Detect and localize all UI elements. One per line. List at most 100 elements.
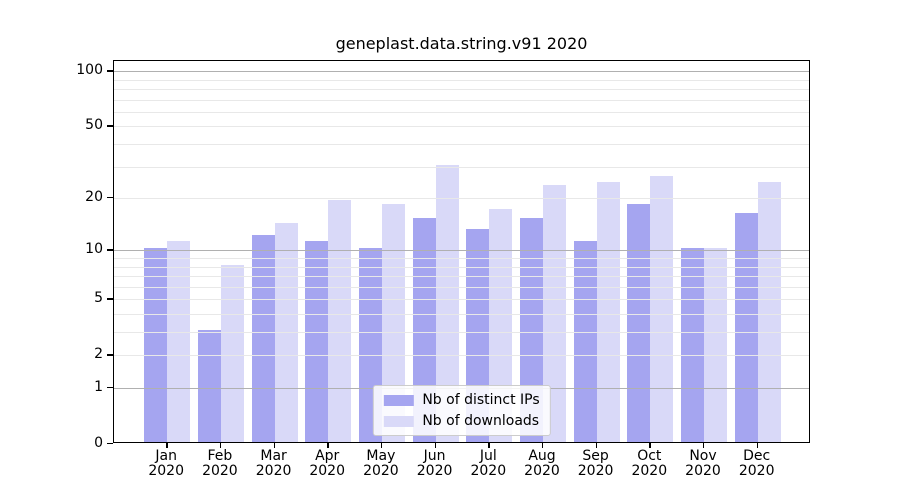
gridline-minor	[114, 276, 809, 277]
gridline-minor	[114, 355, 809, 357]
x-tick-label: Dec 2020	[722, 449, 792, 479]
y-tick	[107, 197, 113, 199]
gridline-minor	[114, 299, 809, 301]
bar-nb-of-downloads	[435, 164, 459, 442]
chart-title: geneplast.data.string.v91 2020	[335, 34, 588, 53]
gridline-minor	[114, 99, 809, 101]
legend-swatch-distinct-ips	[383, 394, 414, 406]
y-tick	[107, 298, 113, 300]
bar-nb-of-downloads	[596, 182, 620, 442]
y-tick-label: 20	[85, 189, 103, 206]
x-tick-label: Aug 2020	[507, 449, 577, 479]
x-tick-label: Nov 2020	[668, 449, 738, 479]
x-tick-label-month: Feb	[207, 448, 233, 464]
gridline-major	[114, 250, 809, 252]
x-tick-label-month: Sep	[582, 448, 609, 464]
x-tick	[380, 443, 383, 448]
x-tick	[219, 443, 222, 448]
x-tick-label-month: Mar	[260, 448, 287, 464]
x-tick-label-month: Nov	[689, 448, 717, 464]
y-tick	[107, 125, 113, 127]
x-tick-label-month: Aug	[528, 448, 556, 464]
y-tick-label: 1	[94, 379, 103, 395]
gridline-minor	[114, 79, 809, 81]
x-tick-label-month: Oct	[637, 448, 662, 464]
x-tick	[703, 443, 705, 448]
y-tick-label: 5	[94, 290, 103, 307]
gridline-minor	[114, 144, 809, 145]
bar-nb-of-distinct-ips	[573, 241, 597, 442]
bar-nb-of-distinct-ips	[627, 204, 651, 442]
x-tick-label-year: 2020	[202, 463, 238, 479]
x-tick-label-month: Dec	[743, 448, 771, 464]
gridline-minor	[114, 332, 809, 333]
x-tick-label: Sep 2020	[561, 449, 631, 479]
x-tick-label-year: 2020	[416, 463, 453, 479]
x-tick-label-year: 2020	[309, 463, 345, 479]
x-tick-label: Feb 2020	[185, 449, 255, 479]
legend-item-distinct-ips: Nb of distinct IPs	[383, 392, 540, 408]
bar-nb-of-distinct-ips	[681, 248, 704, 442]
bar-nb-of-distinct-ips	[251, 234, 275, 442]
bar-nb-of-distinct-ips	[197, 330, 221, 442]
x-tick-label: Jan 2020	[131, 449, 201, 479]
x-tick	[273, 443, 275, 448]
x-tick-label-year: 2020	[685, 463, 721, 479]
gridline-minor	[114, 198, 809, 200]
y-tick-label: 10	[85, 241, 103, 258]
bar-nb-of-downloads	[757, 182, 781, 442]
gridline-minor	[114, 111, 809, 113]
y-tick	[107, 387, 113, 389]
bar-nb-of-distinct-ips	[734, 213, 758, 442]
x-tick-label: Oct 2020	[614, 449, 684, 479]
gridline-minor	[114, 89, 809, 90]
x-tick	[595, 443, 597, 448]
y-tick	[107, 354, 113, 356]
x-tick-label-month: Apr	[315, 448, 340, 464]
gridline-minor	[114, 126, 809, 128]
x-tick-label-year: 2020	[363, 463, 399, 479]
gridline-major	[114, 71, 809, 73]
y-tick-label: 2	[94, 346, 103, 363]
bar-nb-of-downloads	[650, 175, 674, 442]
x-tick-label-month: Jun	[423, 448, 446, 464]
x-tick	[756, 443, 759, 448]
y-tick	[107, 249, 113, 251]
gridline-minor	[114, 266, 809, 268]
x-tick-label-year: 2020	[255, 463, 292, 479]
gridline-minor	[114, 166, 809, 168]
x-tick-label-year: 2020	[148, 463, 184, 479]
x-tick-label-year: 2020	[524, 463, 560, 479]
y-tick	[107, 70, 113, 72]
bar-nb-of-downloads	[220, 264, 244, 442]
x-tick-label: May 2020	[346, 449, 416, 479]
bar-nb-of-downloads	[704, 248, 727, 442]
x-tick-label: Apr 2020	[292, 449, 362, 479]
x-tick-label: Jun 2020	[400, 449, 470, 479]
gridline-minor	[114, 314, 809, 315]
legend-label-distinct-ips: Nb of distinct IPs	[422, 392, 540, 408]
x-tick	[327, 443, 329, 448]
bar-nb-of-distinct-ips	[305, 241, 329, 442]
plot-area: Nb of distinct IPs Nb of downloads	[113, 60, 810, 443]
bar-nb-of-downloads	[167, 241, 191, 442]
legend: Nb of distinct IPs Nb of downloads	[372, 385, 551, 436]
y-tick-label: 100	[76, 62, 103, 79]
x-tick	[542, 443, 544, 448]
y-tick	[107, 443, 113, 445]
x-tick-label-year: 2020	[470, 463, 507, 479]
bar-nb-of-downloads	[381, 204, 405, 442]
x-tick	[166, 443, 168, 448]
y-tick-label: 50	[85, 117, 103, 134]
legend-swatch-downloads	[383, 415, 414, 427]
x-tick	[649, 443, 651, 448]
x-tick	[434, 443, 436, 448]
bar-nb-of-downloads	[542, 185, 566, 442]
legend-item-downloads: Nb of downloads	[383, 413, 539, 429]
x-tick-label-year: 2020	[631, 463, 668, 479]
gridline-minor	[114, 258, 809, 259]
x-tick-label-year: 2020	[577, 463, 614, 479]
bar-nb-of-downloads	[328, 200, 352, 442]
x-tick-label-month: May	[366, 448, 396, 464]
